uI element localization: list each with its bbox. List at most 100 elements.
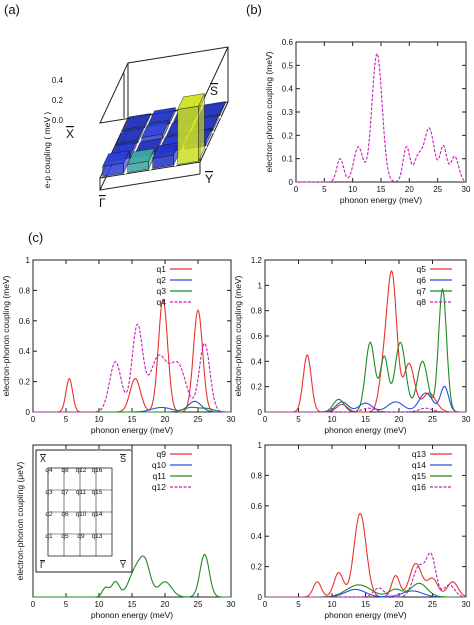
y-tick-label: 0.6 <box>251 332 263 341</box>
corner-label-x: X <box>66 127 74 141</box>
x-tick-label: 10 <box>348 185 357 194</box>
y-tick-label: 0.4 <box>19 347 31 356</box>
bar-front-face <box>177 105 199 165</box>
corner-label-s: S <box>210 84 218 98</box>
series-line-q13 <box>265 512 467 598</box>
inset-cell-label: q12 <box>76 467 87 474</box>
y-tick-label: 0 <box>26 408 31 417</box>
x-tick-label: 15 <box>361 600 370 609</box>
inset-cell-label: q14 <box>92 511 103 518</box>
y-tick-label: 0.4 <box>251 532 263 541</box>
legend-label: q15 <box>412 471 426 481</box>
panel-a-ztick: 0.4 <box>52 76 64 85</box>
x-tick-label: 25 <box>194 415 203 424</box>
x-tick-label: 20 <box>161 415 170 424</box>
panel-c1-chart: 0 5 10 15 20 25 30 0 0.2 0.4 0.6 0.8 1 phonon energy … <box>1 256 236 435</box>
plot-frame <box>264 444 467 598</box>
inset-corner-label: X <box>40 454 46 464</box>
legend-label: q11 <box>152 471 166 481</box>
panel-label-a: (a) <box>4 2 20 17</box>
x-tick-label: 10 <box>328 600 337 609</box>
y-tick-label: 0.2 <box>251 563 263 572</box>
y-tick-label: 1.2 <box>251 256 263 265</box>
y-tick-label: 1 <box>258 281 263 290</box>
inset-cell-label: q9 <box>77 533 85 540</box>
x-tick-label: 0 <box>31 415 36 424</box>
inset-corner-label: Y <box>120 560 126 570</box>
legend-label: q4 <box>157 297 167 307</box>
series-line-q4 <box>33 323 231 413</box>
x-tick-label: 15 <box>128 415 137 424</box>
inset-cell-label: q6 <box>61 511 69 518</box>
bar-top-face <box>123 113 151 130</box>
corner-label-y: Y <box>205 172 213 186</box>
x-axis-label: phonon energy (meV) <box>340 195 422 205</box>
x-tick-label: 5 <box>64 600 69 609</box>
x-tick-label: 25 <box>428 415 437 424</box>
legend-label: q12 <box>152 482 166 492</box>
panel-a-3d-bar-plot: e-p coupling ( meV ) 0.4 0.2 0.0 X S Γ Y <box>42 46 229 210</box>
x-tick-label: 10 <box>328 415 337 424</box>
x-axis-label: phonon energy (meV) <box>91 425 173 435</box>
plot-frame <box>264 259 467 413</box>
x-tick-label: 25 <box>433 185 442 194</box>
bar-top-face <box>116 127 144 144</box>
x-tick-label: 5 <box>296 600 301 609</box>
panel-label-c: (c) <box>28 230 43 245</box>
series-line-q11 <box>33 553 231 598</box>
panel-c3-chart: 0 5 10 15 20 25 30 phonon energy (meV) electron-… <box>15 444 236 620</box>
series-line-q5 <box>265 270 466 413</box>
y-axis-label: electron-phonon coupling (meV) <box>264 51 274 172</box>
y-tick-label: 0.4 <box>282 85 294 94</box>
inset-cell-label: q11 <box>76 489 87 496</box>
inset-cell-label: q5 <box>61 533 69 540</box>
series-line-q1 <box>33 298 231 413</box>
y-tick-label: 0.5 <box>282 61 294 70</box>
panel-b-chart: 0 5 10 15 20 25 30 0 0.1 0.2 0.3 0.4 0.5 0.6 phonon en… <box>264 38 471 205</box>
inset-cell-label: q3 <box>45 489 53 496</box>
x-tick-label: 20 <box>395 600 404 609</box>
y-axis-label: electron-phonon coupling (μeV) <box>15 461 25 580</box>
panel-label-b: (b) <box>246 2 262 17</box>
x-axis-label: phonon energy (meV) <box>324 610 406 620</box>
y-tick-label: 0 <box>258 593 263 602</box>
legend-label: q6 <box>417 275 427 285</box>
y-tick-label: 0.4 <box>251 357 263 366</box>
x-axis-label: phonon energy (meV) <box>91 610 173 620</box>
series-line-q16 <box>265 552 466 598</box>
y-tick-label: 0.2 <box>282 131 294 140</box>
x-tick-label: 15 <box>361 415 370 424</box>
y-tick-label: 0.1 <box>282 155 294 164</box>
panel-a-ztick: 0.0 <box>52 116 64 125</box>
x-tick-label: 0 <box>263 415 268 424</box>
series-line-q8 <box>265 407 466 413</box>
plot-frame <box>295 41 467 183</box>
legend-label: q10 <box>152 460 166 470</box>
x-tick-label: 5 <box>322 185 327 194</box>
inset-corner-label: S <box>120 454 126 464</box>
x-tick-label: 20 <box>161 600 170 609</box>
inset-frame <box>35 449 133 573</box>
legend-label: q8 <box>417 297 427 307</box>
y-tick-label: 0.8 <box>251 307 263 316</box>
bar-top-face <box>148 107 176 124</box>
x-tick-label: 30 <box>462 600 471 609</box>
x-tick-label: 0 <box>263 600 268 609</box>
series-line-b <box>296 52 467 183</box>
y-tick-label: 1 <box>258 441 263 450</box>
x-tick-label: 30 <box>462 185 471 194</box>
inset-cell-label: q1 <box>45 533 53 540</box>
inset-cell-label: q4 <box>45 467 53 474</box>
inset-cell-label: q10 <box>76 511 87 518</box>
x-tick-label: 15 <box>128 600 137 609</box>
x-tick-label: 30 <box>462 415 471 424</box>
legend-label: q3 <box>157 286 167 296</box>
x-tick-label: 25 <box>194 600 203 609</box>
series-line-q7 <box>265 287 466 413</box>
legend-label: q5 <box>417 264 427 274</box>
x-tick-label: 10 <box>95 415 104 424</box>
bar-top-face <box>127 148 155 165</box>
inset-cell-label: q13 <box>92 533 103 540</box>
panel-c2-chart: 0 5 10 15 20 25 30 0 0.2 0.4 0.6 0.8 1 1.2 phonon ener… <box>233 256 471 435</box>
